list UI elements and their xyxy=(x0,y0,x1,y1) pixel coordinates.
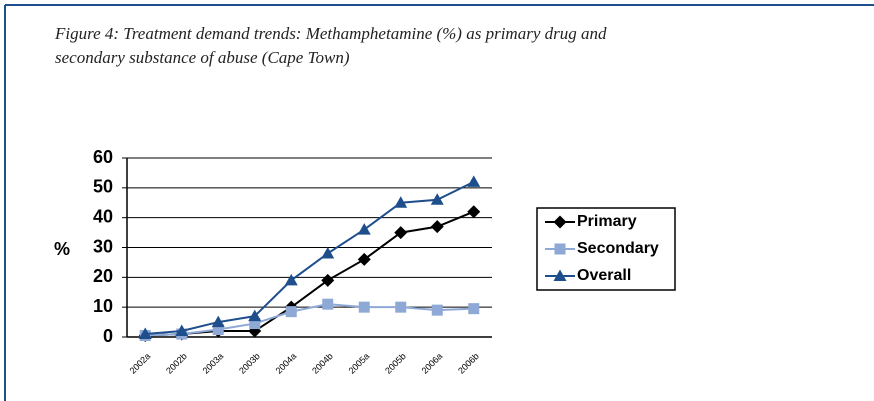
marker xyxy=(467,175,481,187)
legend-marker xyxy=(553,269,567,281)
marker xyxy=(395,301,407,313)
marker xyxy=(138,327,152,340)
marker xyxy=(321,246,335,259)
y-tick-label: 20 xyxy=(93,266,113,286)
legend-label: Secondary xyxy=(577,240,659,257)
x-tick-label: 2002b xyxy=(164,351,189,376)
marker xyxy=(358,301,370,313)
y-tick-label: 0 xyxy=(103,326,113,346)
marker xyxy=(431,304,443,316)
marker xyxy=(357,252,371,266)
marker xyxy=(467,205,481,219)
legend-label: Overall xyxy=(577,267,631,284)
x-tick-label: 2005b xyxy=(383,351,408,376)
y-tick-label: 30 xyxy=(93,236,113,256)
marker xyxy=(212,324,224,336)
x-tick-label: 2003a xyxy=(201,351,226,376)
y-tick-label: 40 xyxy=(93,206,113,226)
marker xyxy=(394,226,408,240)
marker xyxy=(468,303,480,315)
y-axis-label: % xyxy=(54,239,70,259)
legend-marker xyxy=(553,215,567,229)
x-tick-label: 2003b xyxy=(237,351,262,376)
marker xyxy=(248,309,262,322)
x-tick-label: 2002a xyxy=(128,351,153,376)
x-tick-label: 2005a xyxy=(347,351,372,376)
marker xyxy=(321,273,335,287)
marker xyxy=(284,273,298,286)
marker xyxy=(322,298,334,310)
marker xyxy=(430,193,444,205)
marker xyxy=(357,223,371,235)
marker xyxy=(211,315,225,328)
marker xyxy=(430,220,444,234)
marker xyxy=(394,196,408,208)
x-tick-label: 2004a xyxy=(274,351,299,376)
chart-title: secondary substance of abuse (Cape Town) xyxy=(55,48,350,67)
marker xyxy=(249,318,261,330)
y-tick-label: 50 xyxy=(93,177,113,197)
x-tick-label: 2006a xyxy=(420,351,445,376)
series-line xyxy=(145,180,475,336)
legend-label: Primary xyxy=(577,213,637,230)
legend-marker xyxy=(554,243,566,255)
x-tick-label: 2006b xyxy=(456,351,481,376)
chart-title: Figure 4: Treatment demand trends: Metha… xyxy=(54,24,607,43)
marker xyxy=(285,306,297,318)
marker xyxy=(175,324,189,337)
x-tick-label: 2004b xyxy=(310,351,335,376)
series-line xyxy=(145,210,475,337)
y-tick-label: 10 xyxy=(93,296,113,316)
y-tick-label: 60 xyxy=(93,147,113,167)
series-line xyxy=(145,303,474,337)
